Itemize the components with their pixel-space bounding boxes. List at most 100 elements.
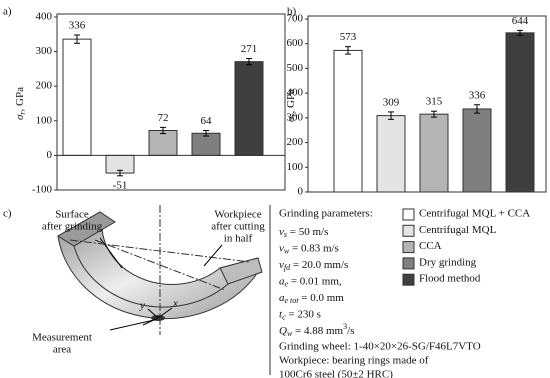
parameter-part: = 4.88 mm xyxy=(292,325,343,337)
parameter-part: Q xyxy=(279,325,287,337)
diagram-label: after grinding xyxy=(42,221,103,233)
y-axis-label-part: , GPa xyxy=(14,87,26,112)
legend-label: Flood method xyxy=(419,273,481,285)
parameter-part: 3 xyxy=(343,322,347,331)
diagram-label: in half xyxy=(224,233,253,245)
parameter-part: = 0.01 mm, xyxy=(288,275,342,287)
parameter-part: v xyxy=(279,226,284,238)
parameter-part: /s xyxy=(347,325,354,337)
y-tick-label: 200 xyxy=(287,136,304,148)
parameter-part: v xyxy=(279,259,284,271)
legend-swatch xyxy=(402,224,415,237)
parameter: Qw = 4.88 mm3/s xyxy=(279,322,354,338)
diagram-label: after cutting xyxy=(211,221,265,233)
data-label: 336 xyxy=(469,89,486,101)
data-label: 315 xyxy=(426,96,443,108)
parameter-part: e tot xyxy=(285,296,300,305)
bar xyxy=(148,129,178,156)
panel-label: a) xyxy=(3,6,12,18)
y-axis-label-part: σ xyxy=(14,114,26,120)
y-tick-label: 600 xyxy=(287,37,304,49)
y-tick-label: 0 xyxy=(47,149,53,161)
parameter-part: w xyxy=(284,246,290,255)
parameter: vfd = 20.0 mm/s xyxy=(279,259,348,272)
bar xyxy=(62,38,92,156)
y-tick-label: 100 xyxy=(36,114,53,126)
note: Workpiece: bearing rings made of xyxy=(279,355,429,367)
data-label: 64 xyxy=(201,115,213,127)
data-label: 644 xyxy=(512,15,529,27)
y-tick-label: 0 xyxy=(298,186,304,198)
parameter: vs = 50 m/s xyxy=(279,226,328,239)
axis-letter: x xyxy=(172,298,178,310)
y-tick-label: 300 xyxy=(36,45,53,57)
y-axis-label: σr, GPa xyxy=(14,87,27,120)
y-axis-label-part: , GPa xyxy=(285,89,297,114)
parameter: ae = 0.01 mm, xyxy=(279,275,342,288)
parameters-title: Grinding parameters: xyxy=(279,208,373,220)
bar xyxy=(462,108,492,193)
parameter-part: = 20.0 mm/s xyxy=(290,259,348,271)
parameter-part: c xyxy=(282,312,286,321)
data-label: 72 xyxy=(158,112,169,124)
bar xyxy=(234,61,264,156)
diagram-label: Measurement xyxy=(32,332,92,344)
data-label: 336 xyxy=(69,20,86,32)
parameter: ae tot = 0.0 mm xyxy=(279,292,344,305)
y-tick-label: 300 xyxy=(287,111,304,123)
plot-frame xyxy=(56,13,286,191)
legend-label: Dry grinding xyxy=(419,256,477,268)
diagram-label: area xyxy=(53,344,71,356)
legend-label: Centrifugal MQL xyxy=(419,224,497,236)
bar xyxy=(376,115,406,193)
y-tick-label: 400 xyxy=(36,11,53,23)
panel-label: c) xyxy=(3,208,12,220)
legend-swatch xyxy=(402,241,415,254)
legend-swatch xyxy=(402,208,415,221)
parameter-part: = 0.0 mm xyxy=(299,292,345,304)
y-tick-label: 100 xyxy=(287,161,304,173)
parameter: vw = 0.83 m/s xyxy=(279,242,339,255)
axis-letter: y xyxy=(139,300,145,312)
y-tick-label: -100 xyxy=(32,184,53,196)
parameter-part: = 0.83 m/s xyxy=(289,242,339,254)
legend-swatch xyxy=(402,273,415,286)
parameter-part: w xyxy=(287,329,293,338)
note: 100Cr6 steel (50±2 HRC) xyxy=(279,369,393,378)
bar xyxy=(191,132,221,156)
bar xyxy=(505,32,535,193)
parameter-part: = 50 m/s xyxy=(287,226,328,238)
parameter: tc = 230 s xyxy=(279,308,321,321)
y-tick-label: 400 xyxy=(287,87,304,99)
data-label: 271 xyxy=(241,43,258,55)
legend-label: Centrifugal MQL + CCA xyxy=(419,208,530,220)
y-axis-label-part: r xyxy=(289,113,298,117)
y-axis-label-part: σ xyxy=(285,116,297,122)
parameter-part: a xyxy=(279,275,285,287)
parameter-part: v xyxy=(279,242,284,254)
bar xyxy=(419,113,449,193)
parameter-part: fd xyxy=(284,263,291,272)
y-axis-label: σr, GPa xyxy=(285,89,298,122)
bar xyxy=(333,49,363,193)
parameter-part: s xyxy=(284,230,287,239)
legend-swatch xyxy=(402,257,415,270)
data-label: -51 xyxy=(113,179,128,191)
note: Grinding wheel: 1-40×20×26-SG/F46L7VTO xyxy=(279,341,481,353)
data-label: 309 xyxy=(383,96,400,108)
parameter-part: t xyxy=(279,308,283,320)
legend-label: CCA xyxy=(419,240,442,252)
diagram-label: Workpiece xyxy=(214,209,261,221)
workpiece-drawing xyxy=(57,205,271,375)
diagram-label: Surface xyxy=(55,209,89,221)
y-tick-label: 200 xyxy=(36,80,53,92)
panel-label: b) xyxy=(287,6,297,18)
parameter-part: = 230 s xyxy=(286,308,321,320)
parameter-part: e xyxy=(285,279,289,288)
parameter-part: a xyxy=(279,292,285,304)
y-tick-label: 700 xyxy=(287,13,304,25)
y-axis-label-part: r xyxy=(18,111,27,115)
data-label: 573 xyxy=(340,31,357,43)
y-tick-label: 500 xyxy=(287,62,304,74)
